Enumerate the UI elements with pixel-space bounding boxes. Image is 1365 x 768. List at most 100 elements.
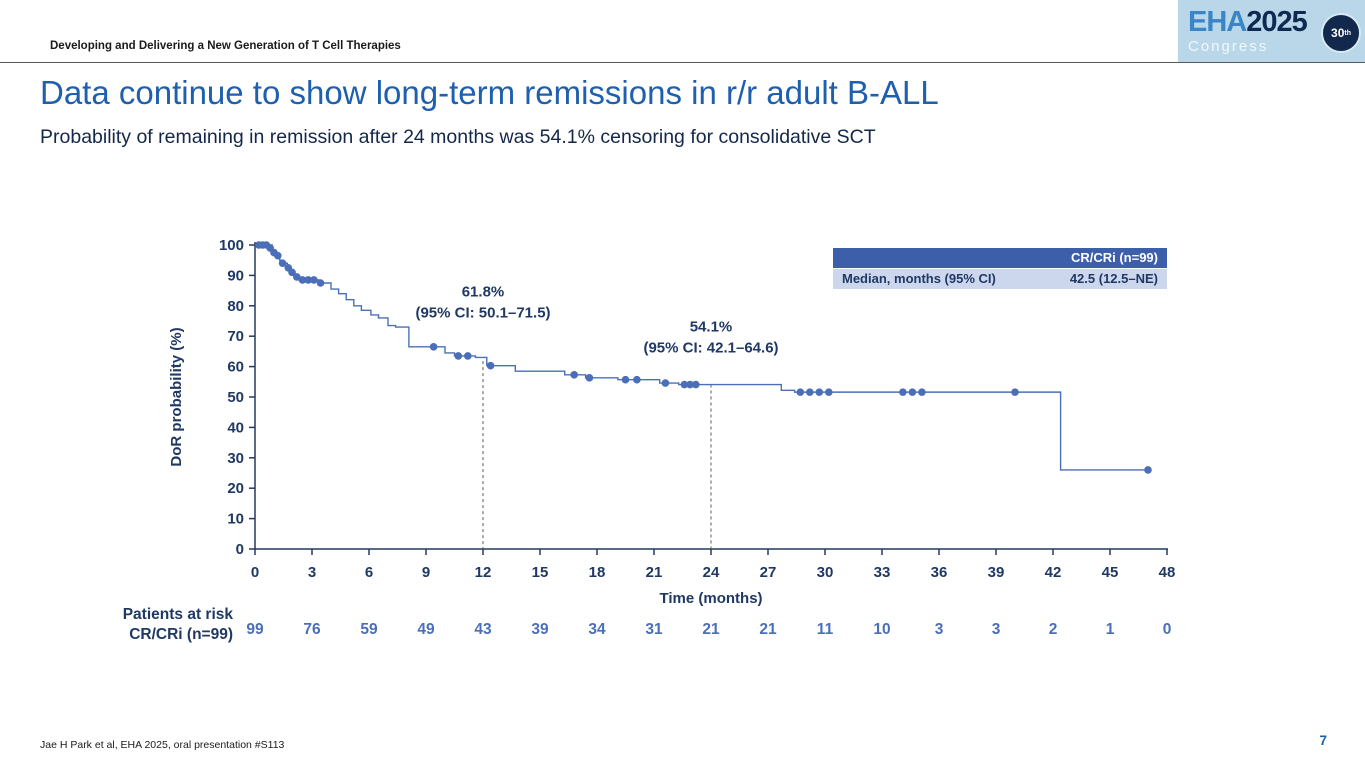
censor-mark bbox=[486, 361, 495, 370]
censor-mark bbox=[806, 388, 814, 396]
x-axis-title: Time (months) bbox=[659, 590, 762, 607]
at-risk-labels: Patients at risk CR/CRi (n=99) bbox=[40, 605, 233, 644]
y-tick-label: 100 bbox=[219, 237, 244, 254]
x-tick-label: 36 bbox=[931, 564, 948, 581]
legend-median-row: Median, months (95% CI) 42.5 (12.5–NE) bbox=[833, 269, 1167, 289]
x-tick-label: 6 bbox=[365, 564, 373, 581]
y-tick-label: 0 bbox=[236, 541, 244, 558]
y-tick-label: 50 bbox=[227, 389, 244, 406]
at-risk-count: 39 bbox=[531, 621, 549, 638]
legend-header: CR/CRi (n=99) bbox=[833, 248, 1167, 268]
at-risk-count: 3 bbox=[934, 621, 944, 638]
x-tick-labels: 0 3 6 9 12 15 18 21 24 27 30 33 36 39 42 45 48 bbox=[251, 549, 1176, 581]
censor-mark bbox=[908, 388, 917, 396]
censor-mark bbox=[454, 352, 463, 360]
censor-mark bbox=[661, 379, 670, 387]
at-risk-count: 99 bbox=[246, 621, 264, 638]
censor-mark bbox=[1011, 388, 1019, 396]
x-tick-label: 42 bbox=[1045, 564, 1062, 581]
censor-mark bbox=[796, 388, 805, 396]
at-risk-count: 1 bbox=[1105, 621, 1115, 638]
y-tick-label: 20 bbox=[227, 480, 244, 497]
logo-eha-text: EHA bbox=[1188, 6, 1247, 38]
censor-mark bbox=[918, 388, 926, 396]
censor-marks bbox=[254, 241, 1152, 474]
annotation-value: 61.8% bbox=[462, 284, 505, 301]
censor-mark bbox=[815, 388, 824, 396]
x-tick-label: 39 bbox=[988, 564, 1005, 581]
x-tick-label: 48 bbox=[1159, 564, 1176, 581]
y-tick-label: 30 bbox=[227, 450, 244, 467]
at-risk-count: 76 bbox=[303, 621, 321, 638]
x-tick-label: 45 bbox=[1102, 564, 1119, 581]
at-risk-count: 11 bbox=[816, 621, 834, 638]
at-risk-count: 21 bbox=[759, 621, 777, 638]
at-risk-count: 43 bbox=[474, 621, 492, 638]
censor-mark bbox=[274, 251, 282, 260]
censor-mark bbox=[825, 388, 833, 396]
x-tick-label: 21 bbox=[646, 564, 663, 581]
logo-year-text: 2025 bbox=[1246, 6, 1308, 38]
y-tick-label: 90 bbox=[227, 267, 244, 284]
censor-mark bbox=[899, 388, 907, 396]
y-tick-label: 80 bbox=[227, 298, 244, 315]
slide-subtitle: Probability of remaining in remission af… bbox=[40, 126, 876, 148]
censor-mark bbox=[293, 273, 301, 281]
x-tick-label: 27 bbox=[760, 564, 777, 581]
censor-mark bbox=[1144, 466, 1152, 474]
censor-mark bbox=[310, 276, 318, 284]
censor-mark bbox=[680, 380, 689, 389]
censor-mark bbox=[570, 371, 578, 379]
at-risk-count: 3 bbox=[991, 621, 1001, 638]
header-divider bbox=[0, 62, 1365, 63]
badge-suffix: th bbox=[1344, 29, 1351, 37]
at-risk-count: 49 bbox=[417, 621, 435, 638]
y-axis-title: DoR probability (%) bbox=[168, 327, 185, 466]
at-risk-count: 34 bbox=[588, 621, 606, 638]
page-number: 7 bbox=[1319, 733, 1327, 748]
slide-title: Data continue to show long-term remissio… bbox=[40, 74, 939, 111]
annotation-value: 54.1% bbox=[690, 319, 733, 336]
at-risk-count: 21 bbox=[702, 621, 720, 638]
x-tick-label: 24 bbox=[703, 564, 720, 581]
censor-mark bbox=[464, 352, 472, 360]
at-risk-count: 59 bbox=[360, 621, 378, 638]
annotation-ci: (95% CI: 50.1–71.5) bbox=[415, 305, 550, 322]
at-risk-title: Patients at risk bbox=[122, 606, 233, 623]
at-risk-series-label: CR/CRi (n=99) bbox=[129, 625, 233, 643]
at-risk-count: 2 bbox=[1048, 621, 1058, 638]
legend-table: CR/CRi (n=99) Median, months (95% CI) 42… bbox=[833, 248, 1167, 289]
logo-text: EHA2025 Congress bbox=[1178, 6, 1308, 55]
x-tick-label: 33 bbox=[874, 564, 891, 581]
censor-mark bbox=[278, 259, 287, 268]
y-tick-label: 40 bbox=[227, 419, 244, 436]
censor-mark bbox=[304, 276, 313, 284]
censor-mark bbox=[429, 343, 438, 351]
x-tick-label: 15 bbox=[532, 564, 549, 581]
x-tick-label: 30 bbox=[817, 564, 834, 581]
x-tick-label: 18 bbox=[589, 564, 606, 581]
legend-median-value: 42.5 (12.5–NE) bbox=[1069, 271, 1158, 286]
y-tick-label: 70 bbox=[227, 328, 244, 345]
censor-mark bbox=[686, 380, 694, 389]
censor-mark bbox=[692, 380, 700, 389]
logo-congress-text: Congress bbox=[1188, 38, 1269, 55]
y-tick-label: 60 bbox=[227, 359, 244, 376]
annotation-ci: (95% CI: 42.1–64.6) bbox=[643, 340, 778, 357]
x-tick-label: 9 bbox=[422, 564, 430, 581]
x-tick-label: 0 bbox=[251, 564, 259, 581]
y-tick-labels: 0 10 20 30 40 50 60 70 80 90 100 bbox=[219, 237, 255, 558]
x-tick-label: 3 bbox=[308, 564, 316, 581]
footer-citation: Jae H Park et al, EHA 2025, oral present… bbox=[40, 739, 285, 751]
censor-mark bbox=[288, 268, 296, 277]
y-tick-label: 10 bbox=[227, 511, 244, 528]
x-tick-label: 12 bbox=[475, 564, 492, 581]
censor-mark bbox=[298, 276, 307, 284]
legend-median-label: Median, months (95% CI) bbox=[842, 271, 996, 286]
censor-mark bbox=[621, 375, 630, 384]
header-kicker: Developing and Delivering a New Generati… bbox=[50, 40, 401, 52]
